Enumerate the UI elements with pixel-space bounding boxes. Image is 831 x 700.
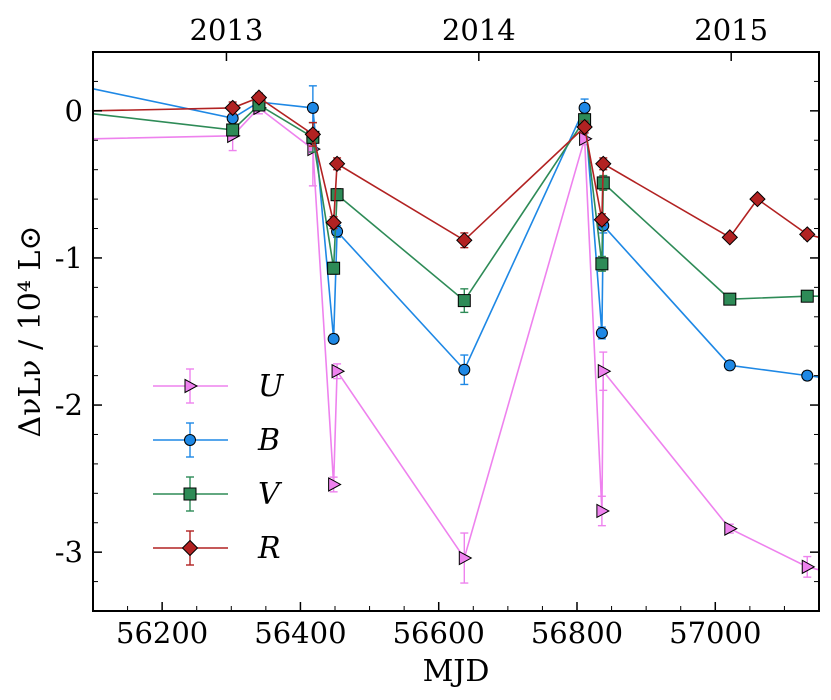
data-point-U-5 [331, 363, 346, 379]
y-tick-label-1: -1 [55, 241, 83, 275]
plot-frame [92, 51, 820, 612]
data-point-R-8 [593, 211, 611, 228]
legend-marker-B [184, 434, 196, 446]
series-line-R [93, 96, 819, 242]
series-R [93, 89, 819, 249]
y-axis-title: ΔνLν / 10⁴ L⊙ [13, 225, 48, 437]
data-point-U-10 [724, 521, 738, 536]
data-point-R-5 [328, 155, 346, 173]
series-U [93, 100, 819, 584]
legend-marker-R [181, 539, 199, 557]
data-point-U-4 [328, 477, 342, 492]
data-point-U-8 [596, 503, 610, 519]
data-point-R-10 [721, 229, 739, 246]
data-point-B-7 [578, 101, 591, 114]
legend-marker-V [183, 487, 197, 501]
series-line-U [93, 106, 819, 571]
legend-item-B: B [153, 422, 280, 458]
x-tick-label-56400: 56400 [254, 616, 346, 650]
x-axis-title: MJD [423, 654, 490, 689]
series-line-V [93, 103, 819, 302]
data-point-U-9 [597, 363, 612, 379]
legend-item-R: R [153, 530, 281, 566]
data-point-V-6 [457, 294, 471, 308]
data-point-V-1 [226, 123, 240, 137]
top-tick-label-1: 2014 [442, 13, 516, 47]
data-point-V-8 [595, 257, 609, 271]
data-point-B-3 [306, 101, 319, 114]
data-point-V-10 [723, 292, 737, 306]
legend-label-B: B [257, 423, 280, 458]
y-tick-label-0: 0 [65, 94, 83, 128]
data-point-R-9 [595, 155, 612, 173]
y-tick-label-2: -2 [55, 388, 83, 422]
x-tick-label-57000: 57000 [669, 616, 761, 650]
data-point-R-2 [250, 89, 268, 106]
data-point-R-11 [749, 190, 766, 208]
series-layer [93, 85, 819, 584]
x-tick-label-56200: 56200 [116, 616, 208, 650]
data-point-V-4 [327, 261, 341, 275]
data-point-B-11 [801, 369, 814, 382]
data-point-V-11 [800, 289, 814, 303]
data-point-R-1 [224, 99, 241, 117]
legend-label-U: U [258, 369, 285, 404]
x-tick-label-56600: 56600 [393, 616, 485, 650]
ticks-layer: 56200 56400 56600 56800 57000 0 -1 -2 -3 2013 2014… [55, 13, 819, 650]
legend-item-U: U [153, 368, 285, 404]
x-tick-label-56800: 56800 [531, 616, 623, 650]
data-point-B-6 [458, 363, 471, 376]
data-point-R-4 [325, 214, 342, 231]
series-V [93, 98, 819, 314]
data-point-R-12 [799, 226, 816, 243]
data-point-B-4 [327, 332, 340, 345]
series-line-B [93, 87, 819, 378]
data-point-U-11 [801, 559, 816, 575]
data-point-U-6 [458, 550, 473, 566]
data-point-R-6 [456, 232, 473, 249]
legend-item-V: V [153, 476, 283, 512]
data-point-R-3 [304, 126, 322, 143]
top-tick-label-2: 2015 [694, 13, 768, 47]
legend-marker-U [184, 378, 199, 394]
legend-label-R: R [257, 531, 281, 566]
y-tick-label-3: -3 [55, 535, 83, 569]
data-point-B-10 [723, 359, 736, 372]
data-point-V-5 [330, 188, 344, 202]
data-point-B-8 [595, 326, 608, 339]
top-tick-label-0: 2013 [190, 13, 264, 47]
legend-label-V: V [258, 477, 283, 512]
data-point-R-7 [576, 118, 593, 136]
